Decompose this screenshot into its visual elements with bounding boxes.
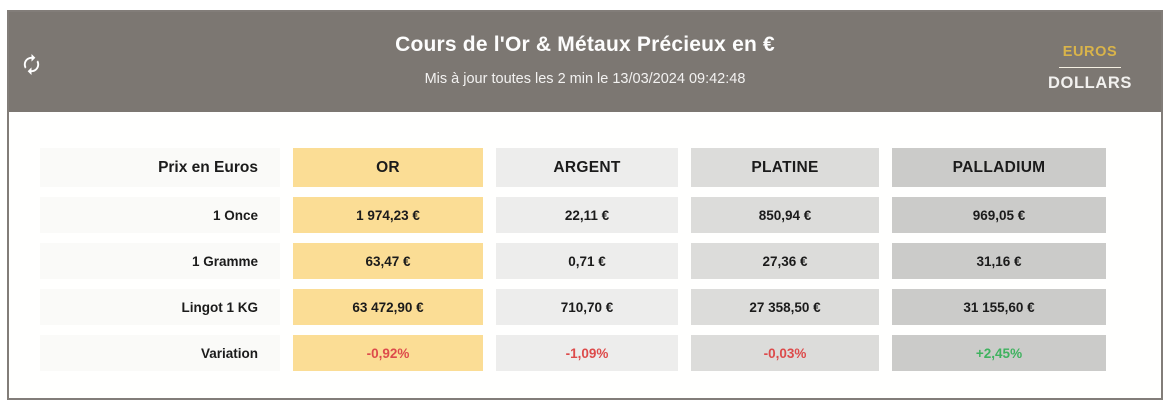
refresh-icon	[20, 53, 43, 81]
price-gramme-platine: 27,36 €	[691, 243, 879, 279]
row-label-lingot: Lingot 1 KG	[40, 289, 280, 325]
column-header-palladium: PALLADIUM	[892, 148, 1106, 187]
header-titles: Cours de l'Or & Métaux Précieux en € Mis…	[9, 12, 1161, 112]
page-title: Cours de l'Or & Métaux Précieux en €	[395, 33, 775, 56]
table-corner-label: Prix en Euros	[40, 148, 280, 187]
row-label-variation: Variation	[40, 335, 280, 371]
variation-platine: -0,03%	[691, 335, 879, 371]
price-gramme-palladium: 31,16 €	[892, 243, 1106, 279]
price-once-or: 1 974,23 €	[293, 197, 483, 233]
widget-header: Cours de l'Or & Métaux Précieux en € Mis…	[9, 12, 1161, 112]
currency-toggle: EUROS DOLLARS	[1045, 44, 1135, 93]
price-once-platine: 850,94 €	[691, 197, 879, 233]
price-lingot-palladium: 31 155,60 €	[892, 289, 1106, 325]
refresh-button[interactable]	[16, 52, 46, 82]
column-header-argent: ARGENT	[496, 148, 678, 187]
last-updated-text: Mis à jour toutes les 2 min le 13/03/202…	[424, 71, 746, 87]
price-gramme-or: 63,47 €	[293, 243, 483, 279]
price-gramme-argent: 0,71 €	[496, 243, 678, 279]
variation-argent: -1,09%	[496, 335, 678, 371]
currency-divider	[1059, 67, 1121, 68]
price-once-palladium: 969,05 €	[892, 197, 1106, 233]
price-lingot-argent: 710,70 €	[496, 289, 678, 325]
price-lingot-platine: 27 358,50 €	[691, 289, 879, 325]
row-label-gramme: 1 Gramme	[40, 243, 280, 279]
variation-palladium: +2,45%	[892, 335, 1106, 371]
precious-metals-widget: Cours de l'Or & Métaux Précieux en € Mis…	[7, 10, 1163, 400]
column-header-platine: PLATINE	[691, 148, 879, 187]
price-table: Prix en Euros OR ARGENT PLATINE PALLADIU…	[40, 148, 1161, 371]
price-once-argent: 22,11 €	[496, 197, 678, 233]
currency-euros-button[interactable]: EUROS	[1062, 44, 1118, 60]
column-header-or: OR	[293, 148, 483, 187]
currency-dollars-button[interactable]: DOLLARS	[1048, 74, 1132, 92]
variation-or: -0,92%	[293, 335, 483, 371]
price-lingot-or: 63 472,90 €	[293, 289, 483, 325]
row-label-once: 1 Once	[40, 197, 280, 233]
